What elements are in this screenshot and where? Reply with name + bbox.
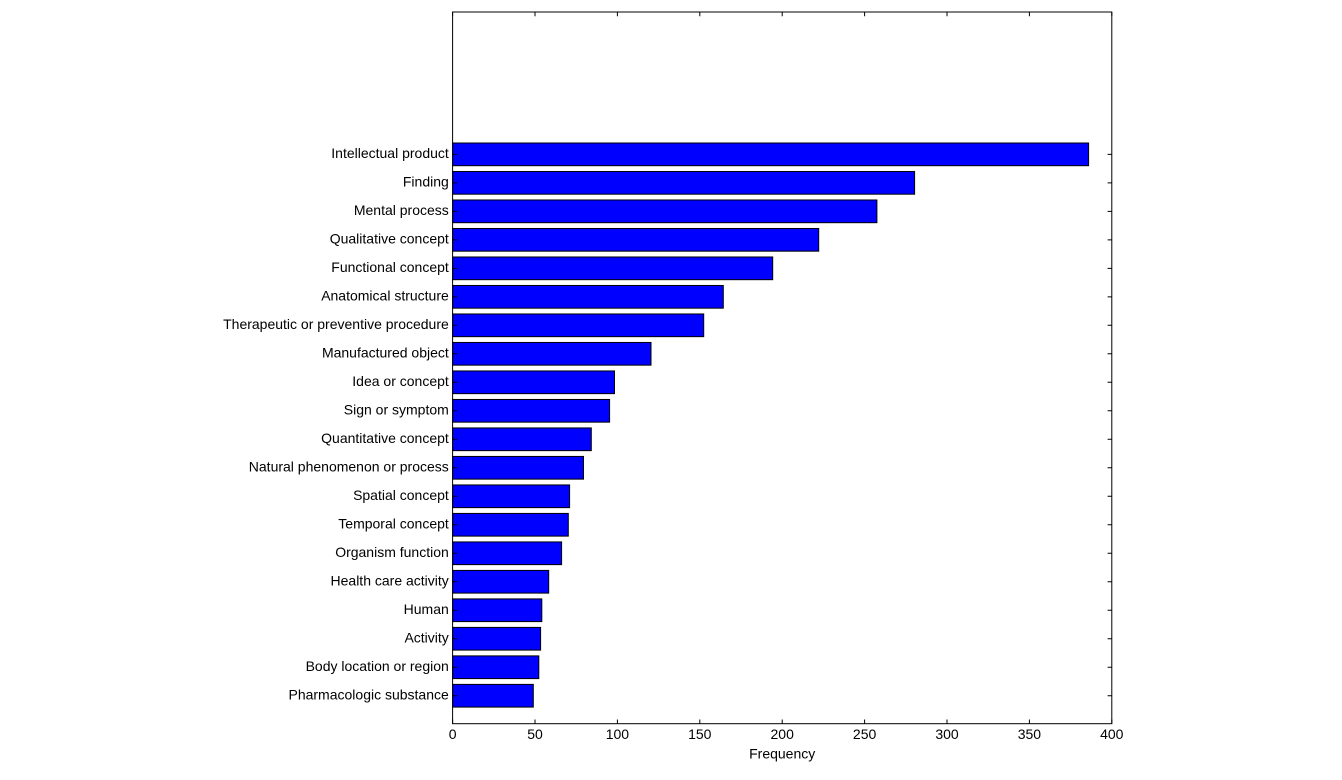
svg-text:250: 250 <box>853 726 877 742</box>
svg-text:Health care activity: Health care activity <box>331 572 449 588</box>
svg-text:100: 100 <box>606 726 630 742</box>
svg-text:Activity: Activity <box>404 629 448 645</box>
svg-text:Pharmacologic substance: Pharmacologic substance <box>288 686 449 702</box>
svg-text:Natural phenomenon or process: Natural phenomenon or process <box>249 458 449 474</box>
svg-text:300: 300 <box>935 726 959 742</box>
svg-text:200: 200 <box>771 726 795 742</box>
svg-text:Anatomical structure: Anatomical structure <box>321 288 449 304</box>
svg-text:Sign or symptom: Sign or symptom <box>344 402 449 418</box>
svg-text:0: 0 <box>449 726 457 742</box>
svg-text:Body location or region: Body location or region <box>306 658 449 674</box>
svg-text:Idea or concept: Idea or concept <box>352 373 449 389</box>
svg-text:400: 400 <box>1100 726 1124 742</box>
svg-text:Human: Human <box>404 601 449 617</box>
svg-text:Frequency: Frequency <box>749 745 815 761</box>
svg-text:Temporal concept: Temporal concept <box>338 515 449 531</box>
svg-text:Organism function: Organism function <box>335 544 449 560</box>
svg-text:50: 50 <box>527 726 543 742</box>
svg-text:Therapeutic or preventive proc: Therapeutic or preventive procedure <box>223 316 449 332</box>
svg-text:Spatial concept: Spatial concept <box>353 487 449 503</box>
svg-text:Quantitative concept: Quantitative concept <box>321 430 449 446</box>
svg-text:Functional concept: Functional concept <box>331 259 449 275</box>
svg-text:Finding: Finding <box>403 174 449 190</box>
svg-text:Mental process: Mental process <box>354 202 449 218</box>
svg-text:Manufactured object: Manufactured object <box>322 345 449 361</box>
svg-text:350: 350 <box>1018 726 1042 742</box>
svg-text:150: 150 <box>688 726 712 742</box>
svg-text:Intellectual product: Intellectual product <box>331 145 449 161</box>
svg-text:Qualitative concept: Qualitative concept <box>330 231 449 247</box>
